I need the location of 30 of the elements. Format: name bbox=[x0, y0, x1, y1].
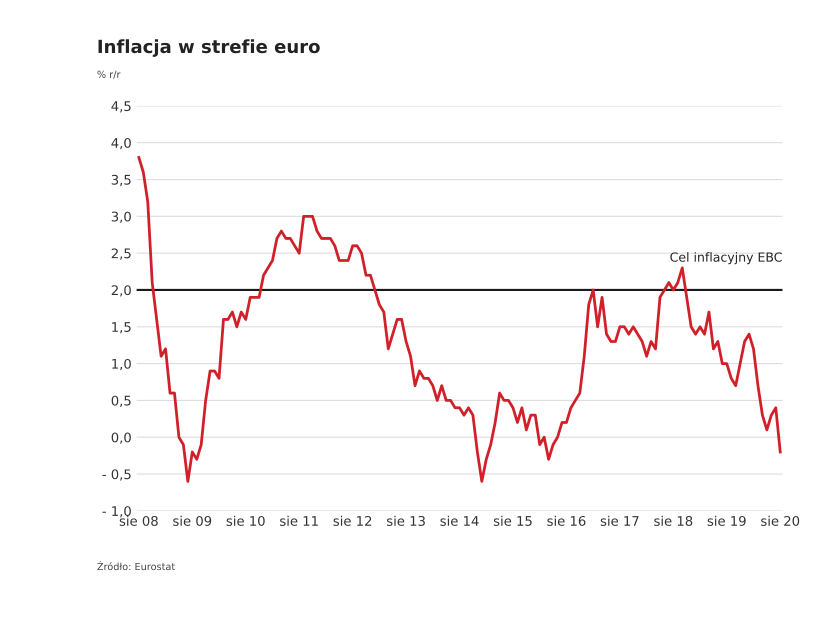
y-tick-label: 0,5 bbox=[112, 396, 131, 407]
x-tick-label: sie 16 bbox=[547, 516, 586, 526]
y-tick-label: 1,0 bbox=[112, 358, 131, 370]
x-tick-label: sie 12 bbox=[334, 516, 372, 526]
line-series bbox=[137, 156, 782, 483]
x-tick-label: sie 17 bbox=[600, 516, 639, 526]
x-tick-label: sie 13 bbox=[386, 516, 425, 526]
y-tick-label: - 1,0 bbox=[102, 506, 131, 518]
x-tick-label: sie 14 bbox=[440, 516, 479, 526]
x-tick-label: sie 10 bbox=[226, 516, 265, 526]
y-tick-label: 3,5 bbox=[112, 174, 131, 186]
x-tick-label: sie 15 bbox=[494, 516, 532, 526]
chart-title: Inflacja w strefie euro bbox=[98, 39, 320, 57]
x-tick-label: sie 11 bbox=[280, 516, 318, 526]
y-tick-label: 3,0 bbox=[112, 212, 131, 223]
y-tick-label: 4,0 bbox=[111, 138, 131, 150]
y-tick-label: 2,0 bbox=[112, 285, 131, 297]
x-tick-label: sie 08 bbox=[120, 516, 158, 526]
y-tick-label: 1,5 bbox=[112, 322, 131, 334]
text: Źródło: Eurostat bbox=[97, 561, 175, 570]
y-tick-label: - 0,5 bbox=[102, 469, 131, 481]
ref-line-label: Cel inflacyjny EBC bbox=[670, 252, 782, 264]
x-tick-label: sie 19 bbox=[708, 516, 746, 526]
y-tick-label: 4,5 bbox=[111, 101, 131, 112]
x-tick-label: sie 20 bbox=[761, 516, 800, 526]
y-tick-label: 0,0 bbox=[112, 432, 131, 444]
y-axis-title: % r/r bbox=[97, 70, 120, 79]
x-tick-label: sie 18 bbox=[654, 516, 692, 526]
x-tick-label: sie 09 bbox=[173, 516, 212, 526]
y-tick-label: 2,5 bbox=[112, 248, 131, 260]
